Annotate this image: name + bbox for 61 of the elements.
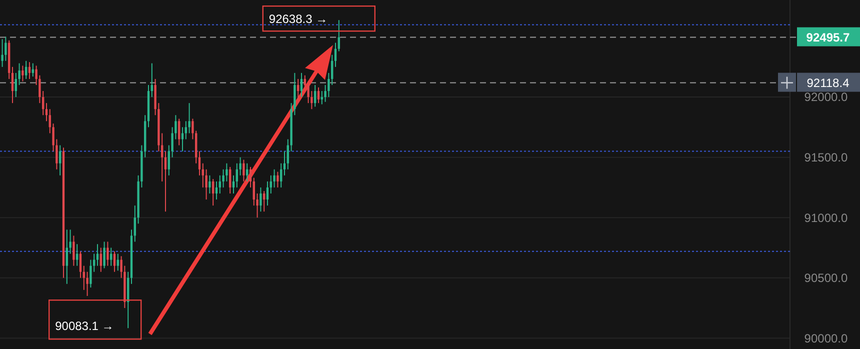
candlestick	[96, 244, 99, 266]
candlestick	[178, 118, 180, 146]
candlestick	[236, 162, 238, 188]
y-tick-label: 91500.0	[804, 150, 848, 165]
annotation: 90083.1 →	[55, 319, 114, 334]
candlestick	[66, 229, 68, 284]
ref-line-label: 92118.4	[806, 76, 850, 90]
candlestick	[24, 60, 28, 80]
candlestick	[58, 144, 62, 176]
candlestick	[45, 102, 48, 122]
candlestick	[28, 62, 31, 80]
candlestick	[300, 72, 303, 98]
candlestick	[22, 65, 24, 82]
candlestick	[276, 171, 279, 188]
candlestick	[79, 250, 82, 278]
y-tick-label: 90500.0	[804, 271, 848, 286]
candlestick	[215, 180, 218, 200]
candlestick	[14, 72, 17, 98]
candlestick	[334, 42, 337, 68]
candlestick	[314, 84, 316, 108]
candlestick	[181, 126, 184, 152]
candlestick	[280, 162, 282, 188]
candlestick	[113, 250, 116, 272]
candlestick	[296, 78, 300, 104]
ref-line-label: 92495.7	[806, 30, 850, 44]
candlestick	[110, 247, 112, 266]
candlestick	[72, 235, 75, 266]
y-tick-label: 92000.0	[804, 90, 848, 104]
candlestick	[228, 166, 232, 194]
candlestick	[262, 190, 266, 212]
candlestick	[164, 150, 167, 212]
candlestick	[212, 178, 214, 206]
candlestick	[103, 241, 106, 269]
candlestick	[260, 186, 262, 212]
candlestick	[202, 162, 204, 188]
candlestick	[252, 177, 256, 206]
annotation: 92638.3 →	[268, 12, 328, 26]
candlestick	[208, 174, 211, 194]
candlestick	[270, 174, 272, 194]
candlestick	[11, 66, 14, 104]
candlestick	[246, 162, 248, 182]
y-tick-label: 90000.0	[804, 331, 848, 346]
candlestick	[218, 174, 222, 194]
candlestick	[242, 159, 245, 182]
candlestick	[100, 247, 102, 272]
candlestick	[249, 166, 252, 188]
candlestick	[266, 180, 269, 206]
candlestick	[320, 90, 324, 105]
candlestick	[76, 244, 78, 266]
candlestick	[1, 38, 4, 68]
candlestick	[184, 120, 187, 140]
candlestick	[116, 253, 119, 272]
candlestick	[198, 150, 201, 176]
candlestick	[283, 150, 286, 176]
candlestick	[150, 62, 153, 98]
candlestick	[232, 174, 235, 194]
candlestick	[338, 20, 340, 52]
candlestick	[106, 241, 109, 266]
candlestick	[317, 86, 320, 104]
candlestick	[82, 265, 85, 290]
y-tick-label: 91000.0	[804, 210, 848, 225]
